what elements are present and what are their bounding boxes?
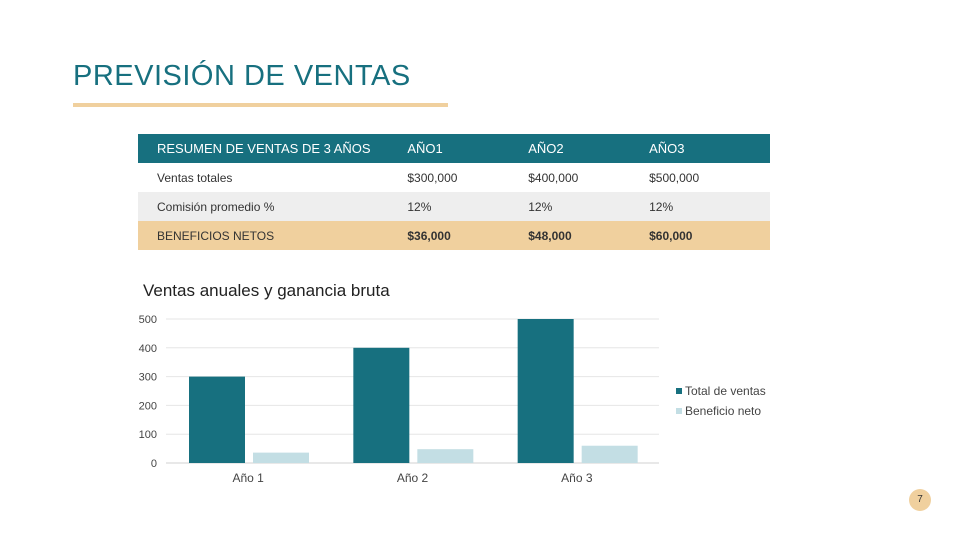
row-label: Ventas totales	[157, 170, 233, 185]
cell-year1: $36,000	[407, 228, 451, 243]
bar-total-sales	[353, 347, 410, 463]
title-underline	[73, 103, 448, 107]
slide-title: PREVISIÓN DE VENTAS	[73, 60, 411, 92]
legend-swatch-total-sales	[676, 388, 682, 394]
y-tick-label: 500	[139, 314, 157, 326]
legend-label: Total de ventas	[685, 384, 766, 398]
header-year1: AÑO1	[407, 141, 443, 156]
sales-summary-table: RESUMEN DE VENTAS DE 3 AÑOS AÑO1 AÑO2 AÑ…	[138, 134, 770, 250]
bar-total-sales	[189, 376, 245, 463]
row-label: Comisión promedio %	[157, 199, 275, 214]
page-number: 7	[909, 489, 931, 511]
cell-year3: 12%	[649, 199, 674, 214]
chart-legend: Total de ventas Beneficio neto	[676, 381, 766, 421]
cell-year2: 12%	[528, 199, 553, 214]
legend-item-total-sales: Total de ventas	[676, 381, 766, 401]
table-row-commission: Comisión promedio % 12% 12% 12%	[138, 192, 770, 221]
header-summary: RESUMEN DE VENTAS DE 3 AÑOS	[157, 141, 371, 156]
table-row-total-sales: Ventas totales $300,000 $400,000 $500,00…	[138, 163, 770, 192]
y-tick-label: 0	[151, 458, 157, 470]
cell-year3: $60,000	[649, 228, 693, 243]
cell-year1: 12%	[407, 199, 432, 214]
legend-swatch-net-profit	[676, 408, 682, 414]
legend-label: Beneficio neto	[685, 404, 762, 418]
cell-year3: $500,000	[649, 170, 700, 185]
row-label: BENEFICIOS NETOS	[157, 228, 275, 243]
y-tick-label: 300	[139, 372, 157, 384]
header-year2: AÑO2	[528, 141, 564, 156]
y-tick-label: 400	[139, 343, 157, 355]
table-header-row: RESUMEN DE VENTAS DE 3 AÑOS AÑO1 AÑO2 AÑ…	[138, 134, 770, 163]
cell-year2: $400,000	[528, 170, 579, 185]
table-row-net-profit: BENEFICIOS NETOS $36,000 $48,000 $60,000	[138, 221, 770, 250]
bar-net-profit	[581, 445, 638, 463]
bar-total-sales	[517, 319, 574, 463]
legend-item-net-profit: Beneficio neto	[676, 401, 766, 421]
bar-net-profit	[253, 452, 309, 463]
y-tick-label: 100	[139, 429, 157, 441]
chart-title: Ventas anuales y ganancia bruta	[143, 281, 390, 300]
x-tick-label: Año 2	[397, 471, 429, 485]
cell-year2: $48,000	[528, 228, 572, 243]
cell-year1: $300,000	[407, 170, 458, 185]
y-tick-label: 200	[139, 400, 157, 412]
x-tick-label: Año 3	[561, 471, 593, 485]
x-tick-label: Año 1	[232, 471, 264, 485]
header-year3: AÑO3	[649, 141, 685, 156]
bar-net-profit	[417, 449, 474, 463]
